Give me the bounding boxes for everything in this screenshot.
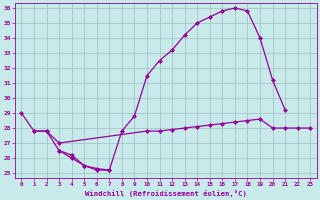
X-axis label: Windchill (Refroidissement éolien,°C): Windchill (Refroidissement éolien,°C): [85, 190, 247, 197]
